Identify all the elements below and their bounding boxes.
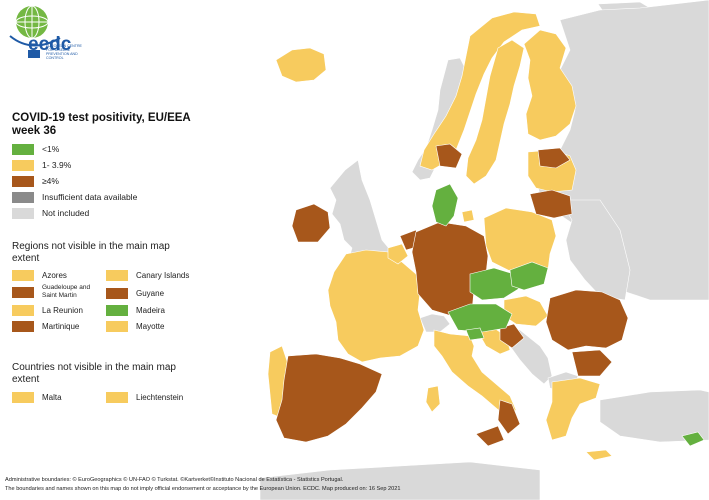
countries-legend: Malta Liechtenstein [12, 392, 202, 406]
sweden-region [435, 143, 463, 169]
legend-label: Not included [42, 208, 90, 218]
finland [523, 29, 577, 141]
estonia [537, 147, 571, 169]
north-africa [259, 461, 541, 500]
bulgaria [571, 349, 613, 377]
croatia-coast [499, 323, 525, 349]
legend-swatch [12, 270, 34, 281]
legend-swatch [106, 321, 128, 332]
legend-label: Insufficient data available [42, 192, 138, 202]
lithuania [529, 189, 573, 219]
legend-swatch [12, 207, 34, 219]
sweden [465, 39, 525, 185]
legend-swatch [106, 270, 128, 281]
region-item: La Reunion [12, 305, 83, 316]
poland [483, 207, 557, 277]
legend-item: Insufficient data available [12, 189, 137, 205]
regions-section-title: Regions not visible in the main map exte… [12, 241, 170, 264]
legend-swatch [12, 159, 34, 171]
balkans-west [507, 329, 553, 385]
logo-subtitle: EUROPEAN CENTRE FOR DISEASE PREVENTION A… [46, 44, 82, 60]
france [327, 249, 425, 363]
region-item: Azores [12, 270, 67, 281]
region-item: Mayotte [106, 321, 164, 332]
romania [545, 289, 629, 351]
slovenia [465, 327, 485, 341]
spain [275, 353, 383, 443]
czechia [469, 267, 521, 301]
logo-wordmark: ecdc [28, 34, 72, 55]
ireland [291, 203, 331, 243]
region-label: La Reunion [42, 306, 83, 315]
legend-swatch [12, 175, 34, 187]
footer-line-1: Administrative boundaries: © EuroGeograp… [5, 477, 344, 483]
legend-item: <1% [12, 141, 137, 157]
region-item: Madeira [106, 305, 165, 316]
ecdc-globe-icon [9, 5, 61, 47]
legend-swatch [106, 305, 128, 316]
region-label: Guadeloupe and Saint Martin [42, 284, 91, 299]
region-label: Canary Islands [136, 271, 190, 280]
country-label: Malta [42, 393, 62, 402]
region-label: Guyane [136, 289, 165, 298]
legend-item: Not included [12, 205, 137, 221]
country-item: Malta [12, 392, 62, 403]
legend-swatch [12, 191, 34, 203]
region-label: Madeira [136, 306, 165, 315]
legend-swatch [12, 143, 34, 155]
map-footer: Administrative boundaries: © EuroGeograp… [5, 476, 705, 494]
hungary-area [503, 295, 549, 327]
cyprus [681, 431, 705, 447]
turkey [599, 389, 709, 443]
sardinia [425, 385, 441, 413]
denmark-islands [461, 209, 475, 223]
legend-swatch [12, 286, 34, 298]
legend: <1% 1- 3.9% ≥4% Insufficient data availa… [12, 141, 137, 221]
slovakia [509, 261, 549, 291]
legend-item: 1- 3.9% [12, 157, 137, 173]
country-label: Liechtenstein [136, 393, 184, 402]
bulgaria-greece [545, 377, 601, 441]
globe-arc [9, 35, 61, 47]
legend-label: 1- 3.9% [42, 160, 72, 170]
map-title: COVID-19 test positivity, EU/EEA week 36 [12, 112, 191, 137]
region-label: Azores [42, 271, 67, 280]
country-item: Liechtenstein [106, 392, 183, 403]
legend-swatch [106, 392, 128, 403]
iceland [275, 47, 327, 83]
italy-south [497, 399, 521, 435]
legend-swatch [12, 305, 34, 316]
sicily [475, 425, 505, 447]
italy [433, 329, 517, 419]
region-item: Guadeloupe and Saint Martin [12, 284, 102, 300]
legend-swatch [12, 321, 34, 332]
eu-flag-icon [28, 50, 40, 58]
legend-swatch [106, 288, 128, 299]
region-item: Martinique [12, 321, 79, 332]
legend-label: ≥4% [42, 176, 59, 186]
legend-label: <1% [42, 144, 60, 154]
positivity-under-1 [431, 183, 705, 447]
germany [411, 221, 489, 317]
switzerland [419, 313, 451, 333]
crete [585, 449, 613, 461]
legend-swatch [12, 392, 34, 403]
belgium-lux [387, 243, 409, 265]
not-included-land [259, 0, 709, 500]
austria [447, 303, 513, 333]
positivity-4-plus [275, 143, 629, 447]
legend-item: ≥4% [12, 173, 137, 189]
denmark [431, 183, 459, 227]
region-label: Mayotte [136, 322, 165, 331]
region-label: Martinique [42, 322, 80, 331]
footer-line-2: The boundaries and names shown on this m… [5, 486, 401, 492]
positivity-1-3.9 [267, 11, 613, 461]
region-item: Guyane [106, 288, 164, 299]
region-item: Canary Islands [106, 270, 189, 281]
norway [419, 11, 541, 171]
regions-legend: Azores Canary Islands Guadeloupe and Sai… [12, 270, 202, 336]
countries-section-title: Countries not visible in the main map ex… [12, 362, 176, 385]
